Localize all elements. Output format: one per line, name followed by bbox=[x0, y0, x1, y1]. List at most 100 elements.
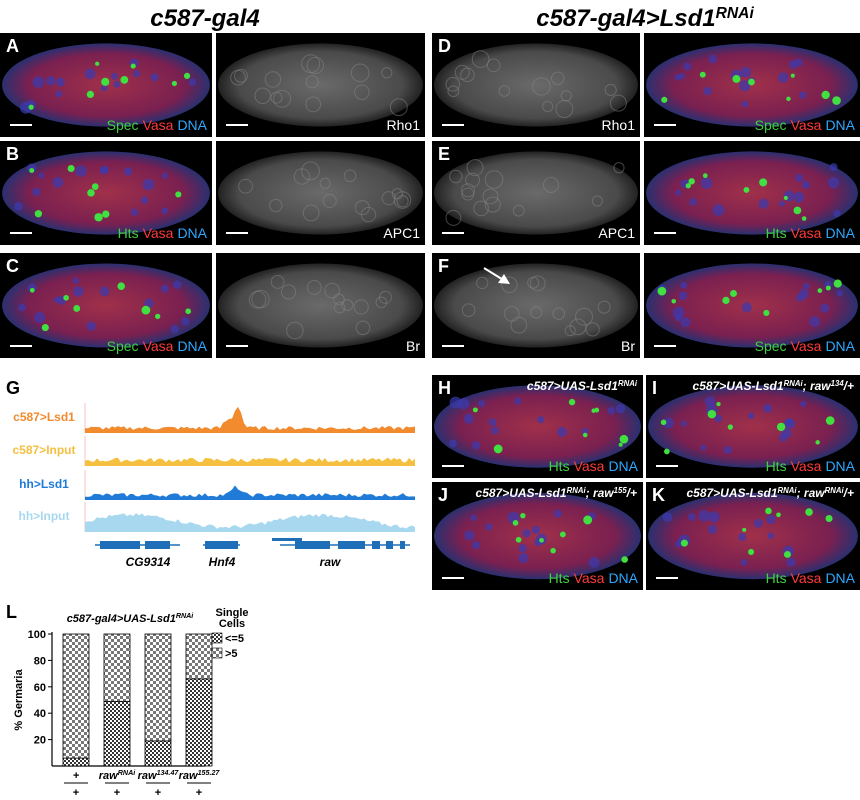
cell bbox=[498, 85, 511, 97]
nucleus bbox=[674, 189, 682, 196]
nucleus bbox=[537, 416, 545, 424]
cell bbox=[378, 290, 392, 304]
panel-letter: A bbox=[6, 36, 19, 56]
nucleus bbox=[19, 101, 32, 114]
bar-segment bbox=[185, 633, 213, 680]
spectrosome bbox=[618, 442, 623, 447]
spectrosome bbox=[702, 173, 708, 179]
cell bbox=[270, 275, 285, 289]
nucleus bbox=[518, 544, 527, 553]
cell bbox=[476, 276, 489, 290]
spectrosome bbox=[671, 298, 677, 304]
nucleus bbox=[161, 172, 168, 179]
cell bbox=[269, 198, 283, 213]
nucleus bbox=[72, 277, 80, 284]
spectrosome bbox=[87, 189, 95, 197]
track-signal bbox=[85, 457, 415, 466]
nucleus bbox=[522, 529, 531, 538]
nucleus bbox=[800, 400, 807, 408]
text-part: /+ bbox=[843, 486, 854, 500]
text-part: Spec bbox=[107, 338, 139, 354]
nucleus bbox=[449, 439, 457, 448]
nucleus bbox=[833, 209, 841, 218]
x-tick-label: raw155.27 bbox=[179, 769, 221, 782]
nucleus bbox=[700, 444, 707, 451]
spectrosome bbox=[594, 407, 600, 413]
channel-label: Rho1 bbox=[387, 117, 421, 133]
spectrosome bbox=[657, 286, 667, 296]
text-part: Br bbox=[406, 338, 420, 354]
panel-letter: D bbox=[438, 36, 451, 56]
cell bbox=[264, 71, 282, 88]
spectrosome bbox=[29, 287, 35, 293]
cell bbox=[591, 195, 603, 207]
bar-segment bbox=[103, 700, 131, 767]
panel-letter: B bbox=[6, 144, 19, 164]
nucleus bbox=[485, 523, 493, 531]
cell bbox=[305, 75, 319, 89]
cell bbox=[306, 280, 322, 295]
cell bbox=[381, 191, 396, 206]
spectrosome bbox=[63, 294, 69, 301]
bar-segment bbox=[62, 757, 90, 767]
nucleus bbox=[55, 77, 65, 87]
text-part: DNA bbox=[825, 458, 855, 474]
nucleus bbox=[741, 100, 749, 108]
text-part: RNAi bbox=[567, 486, 587, 495]
nucleus bbox=[803, 282, 810, 290]
cell bbox=[280, 284, 297, 300]
cell bbox=[251, 289, 270, 309]
text-part: Br bbox=[621, 338, 635, 354]
cell bbox=[286, 321, 304, 340]
cell bbox=[569, 318, 587, 336]
spectrosome bbox=[821, 90, 830, 100]
nucleus bbox=[662, 512, 673, 522]
text-part: RNAi bbox=[825, 486, 845, 495]
nucleus bbox=[55, 90, 63, 98]
x-tick-label: + bbox=[73, 770, 80, 782]
spectrosome bbox=[67, 165, 75, 173]
nucleus bbox=[747, 412, 755, 420]
nucleus bbox=[588, 556, 600, 568]
cell bbox=[333, 301, 346, 314]
nucleus bbox=[680, 317, 691, 328]
tissue bbox=[218, 263, 423, 348]
spectrosome bbox=[786, 96, 791, 102]
spectrosome bbox=[102, 210, 110, 218]
channel-label: Rho1 bbox=[602, 117, 636, 133]
panel-title: c587>UAS-Lsd1RNAi; raw155/+ bbox=[476, 486, 637, 501]
panel-letter: L bbox=[6, 602, 17, 622]
spectrosome bbox=[29, 168, 35, 174]
nucleus bbox=[672, 306, 685, 319]
nucleus bbox=[675, 539, 684, 548]
text-part: Vasa bbox=[791, 338, 822, 354]
spectrosome bbox=[583, 515, 593, 525]
cell bbox=[542, 100, 554, 113]
nucleus bbox=[753, 518, 763, 528]
nucleus bbox=[683, 62, 692, 71]
channel-label: Hts Vasa DNA bbox=[766, 570, 856, 586]
text-part: DNA bbox=[608, 570, 638, 586]
cell bbox=[461, 187, 475, 201]
legend-title: Cells bbox=[219, 618, 245, 630]
text-part: RNAi bbox=[176, 612, 194, 620]
nucleus bbox=[130, 208, 139, 216]
gene-name: raw bbox=[320, 555, 341, 569]
cell bbox=[461, 183, 476, 198]
spectrosome bbox=[732, 74, 741, 83]
cell bbox=[575, 307, 594, 326]
text-part: raw bbox=[179, 770, 199, 782]
spectrosome bbox=[117, 282, 125, 290]
nucleus bbox=[704, 396, 716, 408]
nucleus bbox=[703, 86, 712, 96]
nucleus bbox=[784, 418, 793, 427]
nucleus bbox=[553, 509, 562, 518]
track-label: c587>Lsd1 bbox=[13, 410, 75, 424]
nucleus bbox=[766, 514, 776, 525]
x-tick-label: rawRNAi bbox=[99, 769, 136, 782]
spectrosome bbox=[619, 434, 629, 444]
cell bbox=[501, 276, 518, 293]
text-part: 155.27 bbox=[198, 769, 221, 777]
spectrosome bbox=[680, 539, 688, 547]
